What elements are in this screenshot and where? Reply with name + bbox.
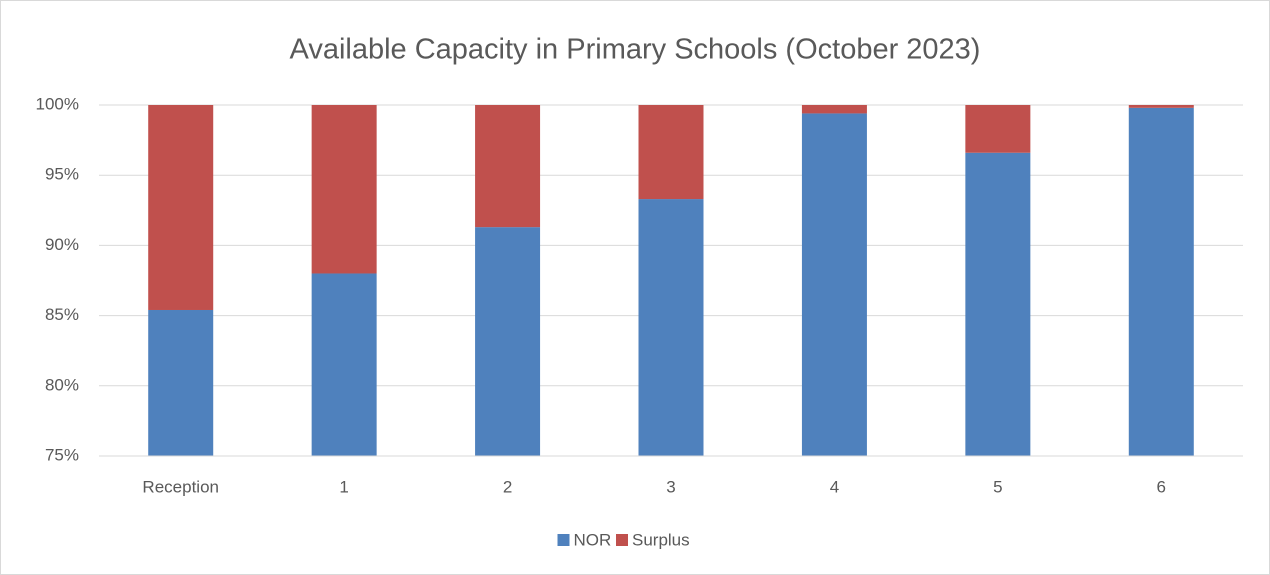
legend-swatch <box>557 534 570 546</box>
legend-swatch <box>616 534 628 546</box>
y-tick-label: 95% <box>45 165 79 184</box>
bar-segment <box>1128 105 1194 108</box>
y-tick-label: 85% <box>45 305 79 324</box>
bar-segment <box>801 113 867 456</box>
x-tick-label: 3 <box>666 477 675 496</box>
bar-segment <box>475 105 541 228</box>
x-tick-label: Reception <box>142 477 219 496</box>
bar-segment <box>638 105 704 200</box>
bar-segment <box>148 105 214 310</box>
x-tick-label: 4 <box>830 477 839 496</box>
legend-label: Surplus <box>632 530 690 549</box>
bar-segment <box>1128 107 1194 457</box>
bar-segment <box>965 105 1031 153</box>
x-tick-label: 6 <box>1157 477 1166 496</box>
bar-segment <box>965 152 1031 456</box>
x-tick-label: 2 <box>503 477 512 496</box>
y-tick-label: 75% <box>45 445 79 464</box>
y-tick-label: 80% <box>45 375 79 394</box>
chart-title: Available Capacity in Primary Schools (O… <box>290 34 981 66</box>
bar-segment <box>638 199 704 456</box>
bar-segment <box>475 227 541 456</box>
x-tick-label: 5 <box>993 477 1002 496</box>
bar-segment <box>801 105 867 114</box>
bar-segment <box>148 309 214 456</box>
bar-segment <box>311 273 377 456</box>
y-tick-label: 90% <box>45 235 79 254</box>
x-tick-label: 1 <box>339 477 348 496</box>
bar-segment <box>311 105 377 274</box>
y-tick-label: 100% <box>36 94 79 113</box>
legend-label: NOR <box>574 530 612 549</box>
